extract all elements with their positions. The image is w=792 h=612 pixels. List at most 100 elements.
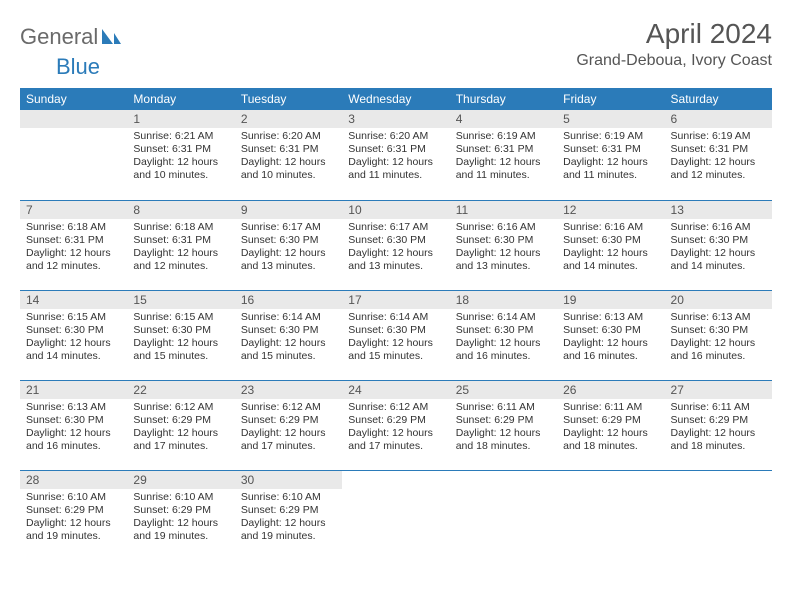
sunrise-text: Sunrise: 6:18 AM	[26, 221, 121, 234]
daylight-text: and 17 minutes.	[241, 440, 336, 453]
day-number: 2	[235, 110, 342, 128]
calendar-row: 1Sunrise: 6:21 AMSunset: 6:31 PMDaylight…	[20, 110, 772, 200]
day-number	[557, 471, 664, 489]
daylight-text: and 18 minutes.	[671, 440, 766, 453]
daylight-text: and 10 minutes.	[133, 169, 228, 182]
sunset-text: Sunset: 6:31 PM	[348, 143, 443, 156]
calendar-cell: 21Sunrise: 6:13 AMSunset: 6:30 PMDayligh…	[20, 380, 127, 470]
calendar-cell	[450, 470, 557, 560]
daylight-text: Daylight: 12 hours	[348, 337, 443, 350]
cell-body: Sunrise: 6:12 AMSunset: 6:29 PMDaylight:…	[127, 399, 234, 458]
daylight-text: Daylight: 12 hours	[671, 247, 766, 260]
sunset-text: Sunset: 6:31 PM	[26, 234, 121, 247]
sunrise-text: Sunrise: 6:16 AM	[456, 221, 551, 234]
daylight-text: Daylight: 12 hours	[671, 156, 766, 169]
day-number: 14	[20, 291, 127, 309]
cell-body: Sunrise: 6:15 AMSunset: 6:30 PMDaylight:…	[127, 309, 234, 368]
daylight-text: Daylight: 12 hours	[26, 517, 121, 530]
sunrise-text: Sunrise: 6:19 AM	[456, 130, 551, 143]
sunset-text: Sunset: 6:30 PM	[241, 324, 336, 337]
sunset-text: Sunset: 6:29 PM	[26, 504, 121, 517]
sunrise-text: Sunrise: 6:13 AM	[26, 401, 121, 414]
daylight-text: and 15 minutes.	[241, 350, 336, 363]
weekday-header: Sunday	[20, 88, 127, 110]
logo-word-1: General	[20, 24, 98, 50]
daylight-text: Daylight: 12 hours	[133, 156, 228, 169]
cell-body: Sunrise: 6:13 AMSunset: 6:30 PMDaylight:…	[665, 309, 772, 368]
calendar-cell: 3 Sunrise: 6:20 AMSunset: 6:31 PMDaylight…	[342, 110, 449, 200]
cell-body: Sunrise: 6:11 AMSunset: 6:29 PMDaylight:…	[665, 399, 772, 458]
daylight-text: Daylight: 12 hours	[241, 517, 336, 530]
day-number: 16	[235, 291, 342, 309]
daylight-text: Daylight: 12 hours	[133, 247, 228, 260]
sunset-text: Sunset: 6:29 PM	[133, 414, 228, 427]
calendar-row: 14Sunrise: 6:15 AMSunset: 6:30 PMDayligh…	[20, 290, 772, 380]
daylight-text: and 16 minutes.	[563, 350, 658, 363]
sunset-text: Sunset: 6:29 PM	[563, 414, 658, 427]
calendar-cell: 11Sunrise: 6:16 AMSunset: 6:30 PMDayligh…	[450, 200, 557, 290]
sunrise-text: Sunrise: 6:11 AM	[456, 401, 551, 414]
sunset-text: Sunset: 6:29 PM	[133, 504, 228, 517]
day-number: 29	[127, 471, 234, 489]
calendar-cell: 14Sunrise: 6:15 AMSunset: 6:30 PMDayligh…	[20, 290, 127, 380]
day-number: 19	[557, 291, 664, 309]
cell-body: Sunrise: 6:18 AMSunset: 6:31 PMDaylight:…	[20, 219, 127, 278]
calendar-cell: 20Sunrise: 6:13 AMSunset: 6:30 PMDayligh…	[665, 290, 772, 380]
sunset-text: Sunset: 6:30 PM	[671, 234, 766, 247]
sunrise-text: Sunrise: 6:16 AM	[563, 221, 658, 234]
day-number: 23	[235, 381, 342, 399]
calendar-cell: 5Sunrise: 6:19 AMSunset: 6:31 PMDaylight…	[557, 110, 664, 200]
sunrise-text: Sunrise: 6:13 AM	[563, 311, 658, 324]
sunrise-text: Sunrise: 6:10 AM	[133, 491, 228, 504]
day-number: 17	[342, 291, 449, 309]
day-number	[20, 110, 127, 128]
sunset-text: Sunset: 6:29 PM	[241, 414, 336, 427]
daylight-text: and 14 minutes.	[563, 260, 658, 273]
sunset-text: Sunset: 6:31 PM	[241, 143, 336, 156]
daylight-text: and 16 minutes.	[26, 440, 121, 453]
calendar-cell: 27Sunrise: 6:11 AMSunset: 6:29 PMDayligh…	[665, 380, 772, 470]
cell-body: Sunrise: 6:14 AMSunset: 6:30 PMDaylight:…	[342, 309, 449, 368]
day-number: 22	[127, 381, 234, 399]
day-number: 8	[127, 201, 234, 219]
calendar-cell	[342, 470, 449, 560]
calendar-cell: 30Sunrise: 6:10 AMSunset: 6:29 PMDayligh…	[235, 470, 342, 560]
day-number	[342, 471, 449, 489]
logo-word-2: Blue	[56, 54, 100, 79]
calendar-cell: 8Sunrise: 6:18 AMSunset: 6:31 PMDaylight…	[127, 200, 234, 290]
weekday-header: Tuesday	[235, 88, 342, 110]
daylight-text: and 13 minutes.	[456, 260, 551, 273]
daylight-text: Daylight: 12 hours	[348, 156, 443, 169]
sunset-text: Sunset: 6:29 PM	[456, 414, 551, 427]
sunset-text: Sunset: 6:30 PM	[456, 324, 551, 337]
sunset-text: Sunset: 6:30 PM	[671, 324, 766, 337]
cell-body: Sunrise: 6:11 AMSunset: 6:29 PMDaylight:…	[450, 399, 557, 458]
sunrise-text: Sunrise: 6:17 AM	[348, 221, 443, 234]
daylight-text: Daylight: 12 hours	[563, 337, 658, 350]
daylight-text: Daylight: 12 hours	[133, 427, 228, 440]
cell-body: Sunrise: 6:12 AMSunset: 6:29 PMDaylight:…	[342, 399, 449, 458]
sunrise-text: Sunrise: 6:10 AM	[26, 491, 121, 504]
calendar-cell: 23Sunrise: 6:12 AMSunset: 6:29 PMDayligh…	[235, 380, 342, 470]
daylight-text: Daylight: 12 hours	[241, 156, 336, 169]
sunrise-text: Sunrise: 6:16 AM	[671, 221, 766, 234]
daylight-text: Daylight: 12 hours	[26, 427, 121, 440]
sunset-text: Sunset: 6:30 PM	[133, 324, 228, 337]
calendar-cell	[20, 110, 127, 200]
sunset-text: Sunset: 6:30 PM	[348, 234, 443, 247]
calendar-row: 28Sunrise: 6:10 AMSunset: 6:29 PMDayligh…	[20, 470, 772, 560]
daylight-text: and 11 minutes.	[456, 169, 551, 182]
day-number: 10	[342, 201, 449, 219]
sunset-text: Sunset: 6:31 PM	[133, 234, 228, 247]
day-number: 18	[450, 291, 557, 309]
sunrise-text: Sunrise: 6:20 AM	[348, 130, 443, 143]
daylight-text: Daylight: 12 hours	[563, 156, 658, 169]
month-title: April 2024	[576, 18, 772, 50]
daylight-text: Daylight: 12 hours	[348, 247, 443, 260]
day-number: 3	[342, 110, 449, 128]
cell-body: Sunrise: 6:10 AMSunset: 6:29 PMDaylight:…	[20, 489, 127, 548]
cell-body: Sunrise: 6:18 AMSunset: 6:31 PMDaylight:…	[127, 219, 234, 278]
daylight-text: and 14 minutes.	[671, 260, 766, 273]
sunrise-text: Sunrise: 6:17 AM	[241, 221, 336, 234]
daylight-text: and 16 minutes.	[671, 350, 766, 363]
